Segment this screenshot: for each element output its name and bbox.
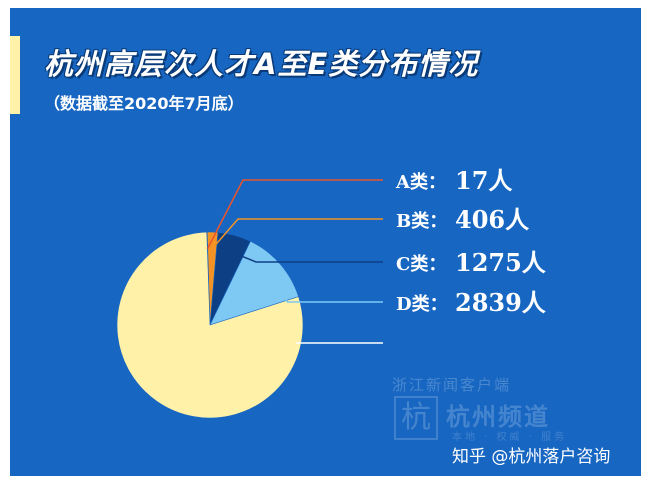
attribution-text: 知乎 @杭州落户咨询 bbox=[452, 447, 611, 467]
chart-panel bbox=[10, 8, 641, 476]
legend-value-1: 406人 bbox=[455, 205, 529, 234]
watermark-source: 浙江新闻客户端 bbox=[392, 376, 512, 394]
chart-subtitle: （数据截至2020年7月底） bbox=[44, 94, 244, 113]
leader-line-3 bbox=[266, 274, 383, 303]
watermark-logo-icon: 杭 bbox=[394, 396, 438, 440]
legend-value-3: 2839人 bbox=[455, 288, 546, 317]
legend-value-0: 17人 bbox=[455, 166, 512, 195]
pie-slice-4 bbox=[116, 231, 304, 419]
leader-line-1 bbox=[211, 218, 383, 250]
watermark-channel: 杭州频道 bbox=[446, 402, 550, 431]
watermark-slogan: 本地 · 权威 · 服务 bbox=[452, 432, 568, 443]
chart-title: 杭州高层次人才A至E类分布情况 bbox=[44, 47, 479, 81]
legend-label-0: A类： bbox=[395, 171, 446, 193]
legend-label-1: B类： bbox=[396, 210, 447, 232]
legend-label-2: C类： bbox=[396, 253, 446, 275]
title-accent-bar bbox=[10, 36, 20, 114]
leader-line-2 bbox=[229, 250, 383, 263]
legend-label-3: D类： bbox=[396, 293, 448, 315]
leader-line-0 bbox=[206, 179, 383, 250]
legend-value-2: 1275人 bbox=[455, 248, 546, 277]
